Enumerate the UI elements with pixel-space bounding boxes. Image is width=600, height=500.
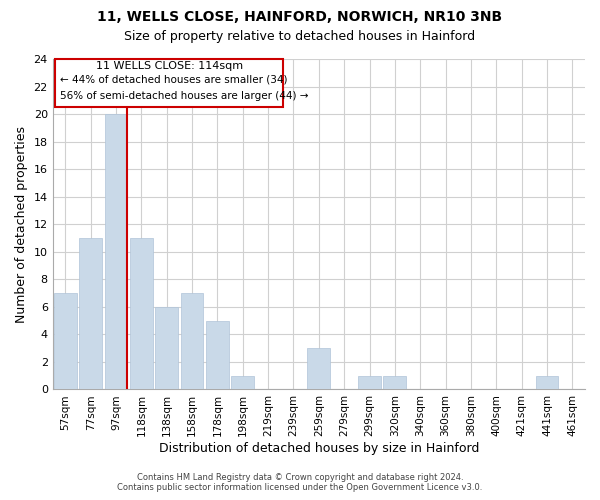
Bar: [536, 376, 559, 390]
Bar: [54, 293, 77, 390]
Text: 11, WELLS CLOSE, HAINFORD, NORWICH, NR10 3NB: 11, WELLS CLOSE, HAINFORD, NORWICH, NR10…: [97, 10, 503, 24]
Bar: [383, 376, 406, 390]
Bar: [358, 376, 381, 390]
Text: ← 44% of detached houses are smaller (34): ← 44% of detached houses are smaller (34…: [60, 74, 288, 85]
Bar: [104, 114, 127, 390]
Text: 11 WELLS CLOSE: 114sqm: 11 WELLS CLOSE: 114sqm: [96, 61, 243, 71]
X-axis label: Distribution of detached houses by size in Hainford: Distribution of detached houses by size …: [158, 442, 479, 455]
Bar: [79, 238, 102, 390]
Bar: [206, 320, 229, 390]
Bar: [181, 293, 203, 390]
Y-axis label: Number of detached properties: Number of detached properties: [15, 126, 28, 322]
Bar: [130, 238, 153, 390]
Text: 56% of semi-detached houses are larger (44) →: 56% of semi-detached houses are larger (…: [60, 91, 309, 101]
Text: Size of property relative to detached houses in Hainford: Size of property relative to detached ho…: [124, 30, 476, 43]
Bar: [232, 376, 254, 390]
Text: Contains HM Land Registry data © Crown copyright and database right 2024.
Contai: Contains HM Land Registry data © Crown c…: [118, 473, 482, 492]
Bar: [307, 348, 330, 390]
FancyBboxPatch shape: [55, 59, 283, 107]
Bar: [155, 307, 178, 390]
